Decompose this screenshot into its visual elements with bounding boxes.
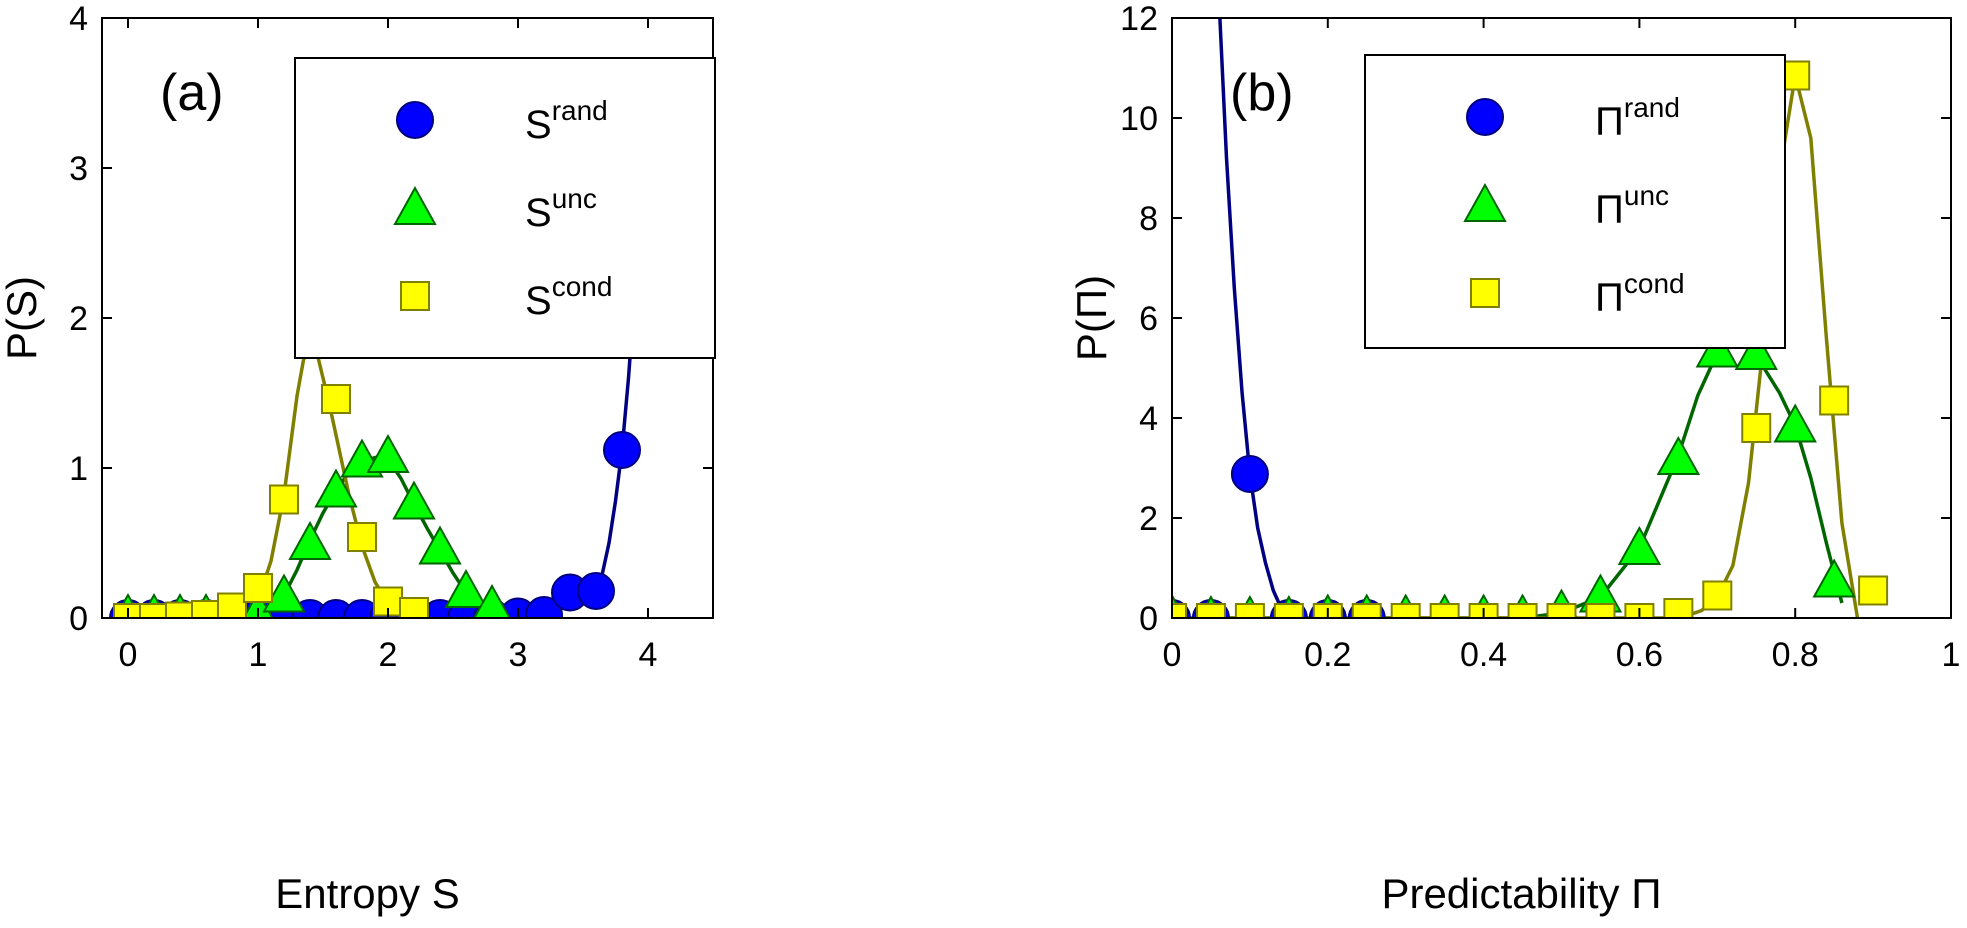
x-axis-label: Entropy S [275,870,459,917]
panel-label: (a) [160,64,224,122]
legend-marker-unc [1463,182,1507,222]
legend-label-unc: Πunc [1595,180,1669,232]
marker-cond [1702,580,1733,611]
marker-unc [1656,435,1701,475]
legend-label-rand: Πrand [1595,92,1680,144]
marker-unc [418,525,462,565]
y-tick-label: 1 [69,450,88,488]
y-tick-label: 3 [69,150,88,188]
marker-unc [1773,403,1817,443]
marker-unc [314,468,358,508]
legend-label-cond: Scond [525,271,612,323]
marker-rand [603,431,641,469]
marker-cond [1351,603,1382,618]
marker-cond [1429,603,1460,618]
marker-unc [1734,330,1778,370]
legend-marker-rand [396,101,434,139]
marker-rand [525,596,563,618]
marker-unc [1617,525,1662,565]
marker-cond [1195,603,1226,618]
marker-cond [347,522,377,552]
panel-label: (b) [1230,64,1294,122]
marker-cond [1819,385,1850,416]
x-tick-label: 1 [249,636,268,674]
marker-cond [165,601,195,618]
x-tick-label: 4 [639,636,658,674]
marker-unc [262,573,306,613]
marker-rand [577,572,615,610]
marker-unc [288,520,332,560]
x-tick-label: 1 [1942,636,1961,674]
legend-marker-unc [393,185,437,225]
legend-label-rand: Srand [525,95,608,147]
y-tick-label: 10 [1120,100,1158,138]
marker-cond [1172,603,1187,618]
y-tick-label: 6 [1139,300,1158,338]
y-tick-label: 0 [69,600,88,638]
x-tick-label: 0.2 [1304,636,1351,674]
x-tick-label: 0.6 [1616,636,1663,674]
y-axis-label: P(S) [0,276,45,360]
marker-cond [1546,603,1577,618]
legend-box [1364,54,1786,349]
legend-label-cond: Πcond [1595,268,1685,320]
legend-marker-cond [400,281,430,311]
y-tick-label: 0 [1139,600,1158,638]
x-tick-label: 0.8 [1772,636,1819,674]
x-tick-label: 3 [509,636,528,674]
legend-marker-rand [1466,98,1504,136]
x-tick-label: 0.4 [1460,636,1507,674]
marker-cond [1858,575,1889,606]
marker-cond [1390,603,1421,618]
x-tick-label: 0 [1163,636,1182,674]
marker-rand [1230,455,1269,493]
legend-box [294,57,716,359]
y-axis-label: P(Π) [1068,275,1115,361]
y-tick-label: 2 [1139,500,1158,538]
marker-cond [269,484,299,515]
x-axis-label: Predictability Π [1381,870,1661,917]
marker-unc [473,583,511,618]
marker-cond [217,592,247,618]
y-tick-label: 4 [1139,400,1158,438]
x-tick-label: 0 [119,636,138,674]
y-tick-label: 8 [1139,200,1158,238]
marker-cond [243,573,273,603]
legend: Πrand Πunc Πcond [1364,54,1786,349]
marker-cond [1741,413,1772,443]
legend: Srand Sunc Scond [294,57,716,359]
data-markers [1172,60,1889,618]
y-tick-label: 12 [1120,0,1158,38]
legend-label-unc: Sunc [525,183,597,235]
marker-cond [1234,603,1265,618]
y-tick-label: 2 [69,300,88,338]
marker-cond [139,603,169,618]
marker-unc [444,568,488,608]
marker-cond [1585,603,1616,618]
marker-cond [1663,598,1694,618]
x-tick-label: 2 [379,636,398,674]
marker-unc [366,433,410,473]
marker-unc [392,480,436,520]
marker-cond [399,597,429,618]
marker-unc [1812,558,1856,598]
marker-cond [1273,603,1304,618]
fit-curve-rand [1218,18,1291,618]
panel-a: 0 1 2 3 4 0 1 2 3 4 Entropy S P(S) (a) Srand Sunc Scond [0,0,716,917]
legend-marker-cond [1470,278,1500,308]
marker-cond [321,384,351,414]
marker-cond [191,600,221,618]
marker-cond [1507,603,1538,618]
y-tick-label: 4 [69,0,88,38]
